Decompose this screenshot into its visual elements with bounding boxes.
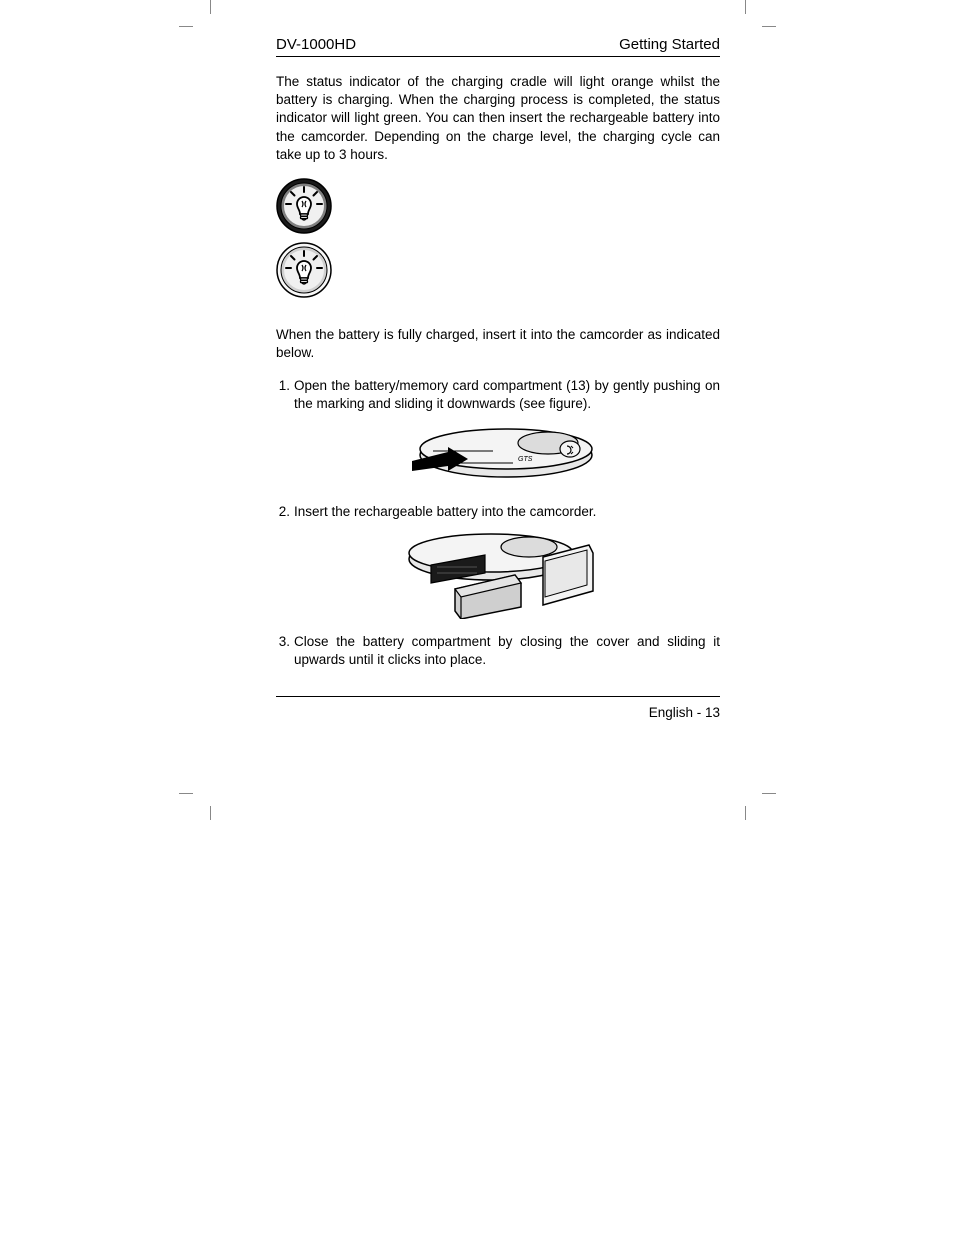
page-content: DV-1000HD Getting Started The status ind… [276,36,720,720]
steps-list: 2. Insert the rechargeable battery into … [276,503,720,521]
crop-mark [179,26,193,27]
indicator-icons [276,178,720,298]
steps-list: 1. Open the battery/memory card compartm… [276,377,720,413]
steps-list: 3. Close the battery compartment by clos… [276,633,720,669]
header-model: DV-1000HD [276,36,356,53]
bulb-orange-icon [276,178,720,234]
intro-paragraph: The status indicator of the charging cra… [276,73,720,164]
step-number: 2. [276,503,294,521]
crop-mark [762,26,776,27]
crop-mark [762,793,776,794]
step-item: 1. Open the battery/memory card compartm… [276,377,720,413]
crop-mark [179,793,193,794]
page-footer: English - 13 [276,696,720,720]
header-section: Getting Started [619,36,720,53]
figure-insert-battery [276,527,720,619]
figure-open-compartment: GTS [276,419,720,489]
step-text: Insert the rechargeable battery into the… [294,503,720,521]
step-text: Open the battery/memory card compartment… [294,377,720,413]
crop-mark [745,0,746,14]
crop-mark [210,806,211,820]
bulb-green-icon [276,242,720,298]
step-number: 1. [276,377,294,413]
step-item: 2. Insert the rechargeable battery into … [276,503,720,521]
footer-text: English - 13 [649,705,720,720]
step-number: 3. [276,633,294,669]
charged-paragraph: When the battery is fully charged, inser… [276,326,720,362]
page-header: DV-1000HD Getting Started [276,36,720,57]
step-text: Close the battery compartment by closing… [294,633,720,669]
step-item: 3. Close the battery compartment by clos… [276,633,720,669]
svg-text:GTS: GTS [518,456,533,463]
crop-mark [210,0,211,14]
crop-mark [745,806,746,820]
